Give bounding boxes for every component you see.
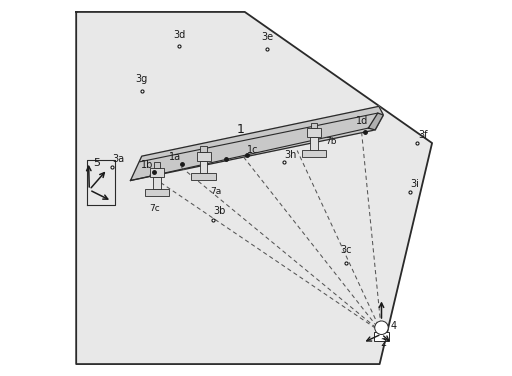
Text: 7b: 7b: [325, 136, 337, 146]
Bar: [144, 190, 169, 196]
Text: 2: 2: [380, 338, 386, 349]
Bar: [150, 168, 164, 177]
Bar: [374, 332, 389, 341]
Polygon shape: [76, 12, 432, 364]
Text: 7a: 7a: [210, 187, 222, 196]
Circle shape: [375, 321, 388, 335]
Text: 7c: 7c: [150, 204, 160, 213]
Polygon shape: [368, 113, 383, 130]
Text: 1: 1: [237, 123, 245, 136]
Bar: [154, 162, 160, 168]
Text: 3g: 3g: [136, 74, 148, 84]
Text: 4: 4: [391, 321, 397, 331]
Text: 3h: 3h: [285, 150, 297, 160]
Text: 1d: 1d: [355, 116, 368, 126]
Bar: [191, 173, 216, 180]
Text: 3f: 3f: [418, 130, 428, 140]
Text: 3e: 3e: [261, 32, 273, 42]
Text: 1c: 1c: [246, 145, 258, 155]
Bar: [197, 152, 210, 161]
Text: 3i: 3i: [411, 179, 420, 189]
Text: 3d: 3d: [173, 30, 185, 39]
Bar: [200, 161, 207, 173]
Text: 1b: 1b: [141, 160, 154, 170]
Text: 1a: 1a: [168, 152, 181, 162]
Text: 5: 5: [93, 158, 100, 168]
Text: 3a: 3a: [113, 154, 124, 164]
Bar: [302, 150, 326, 157]
Polygon shape: [131, 106, 383, 180]
Bar: [307, 128, 321, 137]
Bar: [311, 123, 317, 128]
Bar: [200, 146, 207, 152]
Text: 3c: 3c: [340, 246, 352, 255]
Bar: [153, 177, 161, 190]
Bar: [310, 137, 318, 150]
Text: 3b: 3b: [214, 206, 226, 216]
